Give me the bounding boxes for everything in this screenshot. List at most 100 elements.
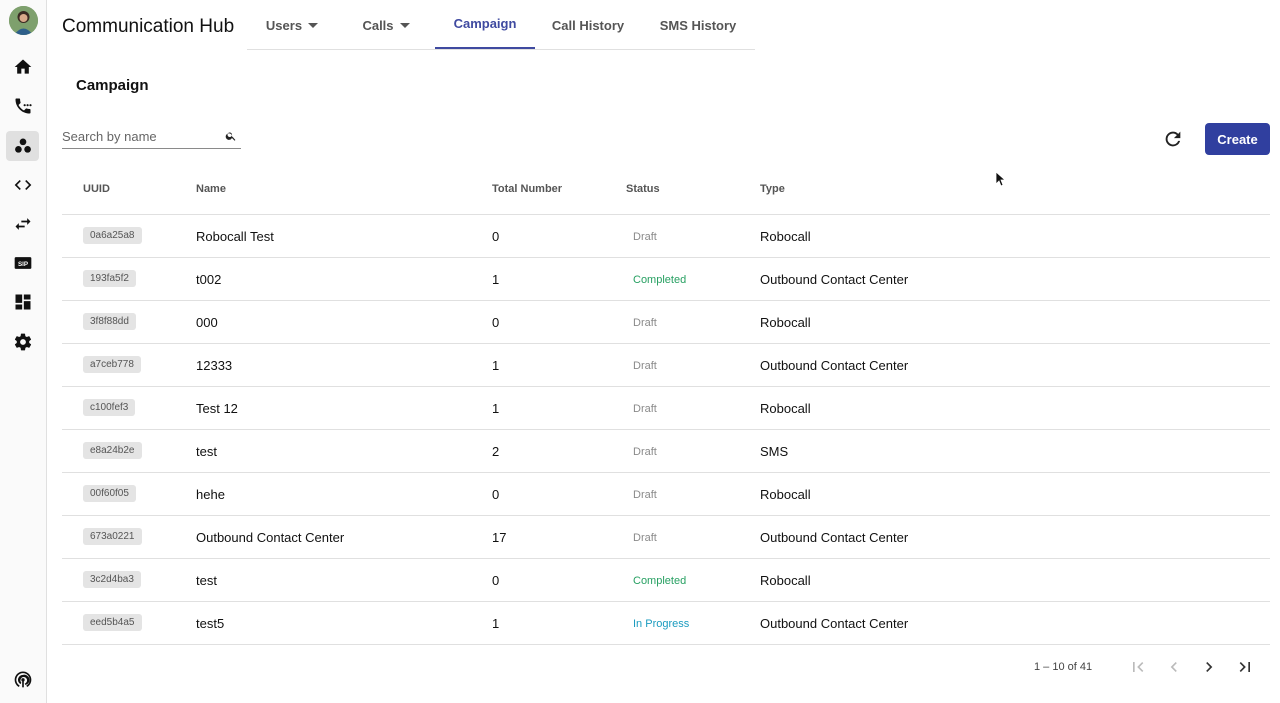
- sidebar-item-calls[interactable]: [6, 91, 39, 121]
- svg-text:SIP: SIP: [17, 261, 27, 268]
- total-number: 0: [492, 229, 500, 244]
- chevron-right-icon: [1206, 662, 1213, 672]
- chevron-down-icon: [308, 22, 319, 28]
- last-page-button[interactable]: [1234, 656, 1256, 678]
- code-icon: [14, 180, 31, 190]
- uuid-chip: 0a6a25a8: [83, 227, 142, 244]
- total-number: 1: [492, 616, 500, 631]
- uuid-chip: a7ceb778: [83, 356, 141, 373]
- sidebar-item-campaign[interactable]: [6, 131, 39, 161]
- total-number: 0: [492, 315, 500, 330]
- uuid-chip: 193fa5f2: [83, 270, 136, 287]
- tab-bar: Users Calls Campaign Call History SMS Hi…: [247, 0, 755, 50]
- refresh-icon[interactable]: [1162, 128, 1184, 150]
- campaign-name: t002: [196, 272, 222, 287]
- campaign-name: test: [196, 573, 217, 588]
- table-row[interactable]: 0a6a25a8 Robocall Test 0 Draft Robocall: [62, 215, 1270, 258]
- total-number: 17: [492, 530, 507, 545]
- sidebar-item-transfer[interactable]: [6, 209, 39, 239]
- search-icon[interactable]: [225, 130, 237, 142]
- sidebar: SIP: [0, 0, 47, 703]
- campaign-name: test: [196, 444, 217, 459]
- gear-icon: [14, 333, 31, 351]
- sidebar-item-broadcast[interactable]: [6, 664, 39, 694]
- total-number: 0: [492, 573, 500, 588]
- tab-sms-history[interactable]: SMS History: [643, 0, 753, 50]
- avatar[interactable]: [9, 6, 38, 35]
- phone-dots-icon: [15, 98, 32, 114]
- tab-campaign[interactable]: Campaign: [435, 0, 535, 49]
- status-badge: Draft: [633, 403, 657, 415]
- column-header-uuid[interactable]: UUID: [83, 183, 110, 195]
- campaign-type: Outbound Contact Center: [760, 530, 909, 545]
- podcast-icon: [14, 671, 31, 688]
- sidebar-item-home[interactable]: [6, 52, 39, 82]
- tab-users[interactable]: Users: [247, 0, 337, 50]
- uuid-chip: 00f60f05: [83, 485, 136, 502]
- last-page-icon: [1239, 662, 1250, 672]
- table-row[interactable]: c100fef3 Test 12 1 Draft Robocall: [62, 387, 1270, 430]
- sidebar-item-dashboard[interactable]: [6, 287, 39, 317]
- status-badge: Draft: [633, 317, 657, 329]
- table-row[interactable]: 00f60f05 hehe 0 Draft Robocall: [62, 473, 1270, 516]
- avatar-image: [9, 6, 38, 35]
- home-icon: [14, 59, 31, 74]
- table-row[interactable]: 3f8f88dd 000 0 Draft Robocall: [62, 301, 1270, 344]
- next-page-button[interactable]: [1198, 656, 1220, 678]
- sidebar-item-code[interactable]: [6, 170, 39, 200]
- campaign-type: Robocall: [760, 315, 811, 330]
- table-row[interactable]: e8a24b2e test 2 Draft SMS: [62, 430, 1270, 473]
- sip-icon: SIP: [14, 257, 31, 269]
- status-badge: Draft: [633, 360, 657, 372]
- campaign-name: Robocall Test: [196, 229, 274, 244]
- chevron-down-icon: [399, 22, 410, 28]
- table-body: 0a6a25a8 Robocall Test 0 Draft Robocall 193fa…: [62, 215, 1270, 645]
- total-number: 1: [492, 358, 500, 373]
- campaign-name: Test 12: [196, 401, 238, 416]
- first-page-icon: [1133, 662, 1144, 672]
- page-title: Campaign: [76, 77, 149, 94]
- total-number: 2: [492, 444, 500, 459]
- tab-call-history[interactable]: Call History: [538, 0, 638, 50]
- campaign-icon: [14, 138, 31, 153]
- campaign-name: Outbound Contact Center: [196, 530, 345, 545]
- create-button[interactable]: Create: [1205, 123, 1270, 155]
- campaign-type: Robocall: [760, 401, 811, 416]
- tab-campaign-label: Campaign: [453, 16, 517, 31]
- table-row[interactable]: 673a0221 Outbound Contact Center 17 Draft Ou…: [62, 516, 1270, 559]
- table-row[interactable]: 3c2d4ba3 test 0 Completed Robocall: [62, 559, 1270, 602]
- campaign-type: Robocall: [760, 573, 811, 588]
- previous-page-button[interactable]: [1163, 656, 1185, 678]
- uuid-chip: 673a0221: [83, 528, 142, 545]
- tab-calls-label: Calls: [362, 17, 394, 33]
- campaign-type: Outbound Contact Center: [760, 358, 909, 373]
- uuid-chip: 3f8f88dd: [83, 313, 136, 330]
- table-header: UUID Name Total Number Status Type: [62, 170, 1270, 215]
- campaign-name: 12333: [196, 358, 233, 373]
- campaign-type: Outbound Contact Center: [760, 272, 909, 287]
- tab-calls[interactable]: Calls: [341, 0, 431, 50]
- status-badge: Completed: [633, 274, 687, 286]
- search-input[interactable]: [62, 126, 222, 146]
- uuid-chip: 3c2d4ba3: [83, 571, 141, 588]
- column-header-name[interactable]: Name: [196, 183, 226, 195]
- app-title: Communication Hub: [62, 16, 235, 37]
- uuid-chip: c100fef3: [83, 399, 136, 416]
- campaign-name: 000: [196, 315, 218, 330]
- first-page-button[interactable]: [1127, 656, 1149, 678]
- column-header-status[interactable]: Status: [626, 183, 660, 195]
- status-badge: Draft: [633, 532, 657, 544]
- column-header-total-number[interactable]: Total Number: [492, 183, 563, 195]
- mouse-cursor-icon: [995, 171, 1005, 187]
- pagination-range: 1 – 10 of 41: [1034, 661, 1093, 673]
- search-field: [62, 126, 241, 149]
- sidebar-item-settings[interactable]: [6, 327, 39, 357]
- tab-users-label: Users: [265, 17, 303, 33]
- table-row[interactable]: eed5b4a5 test5 1 In Progress Outbound Contac…: [62, 602, 1270, 645]
- table-row[interactable]: a7ceb778 12333 1 Draft Outbound Contact Cent…: [62, 344, 1270, 387]
- sidebar-item-sip[interactable]: SIP: [6, 248, 39, 278]
- tab-sms-history-label: SMS History: [659, 17, 737, 33]
- column-header-type[interactable]: Type: [760, 183, 785, 195]
- campaign-name: test5: [196, 616, 225, 631]
- table-row[interactable]: 193fa5f2 t002 1 Completed Outbound Contact C…: [62, 258, 1270, 301]
